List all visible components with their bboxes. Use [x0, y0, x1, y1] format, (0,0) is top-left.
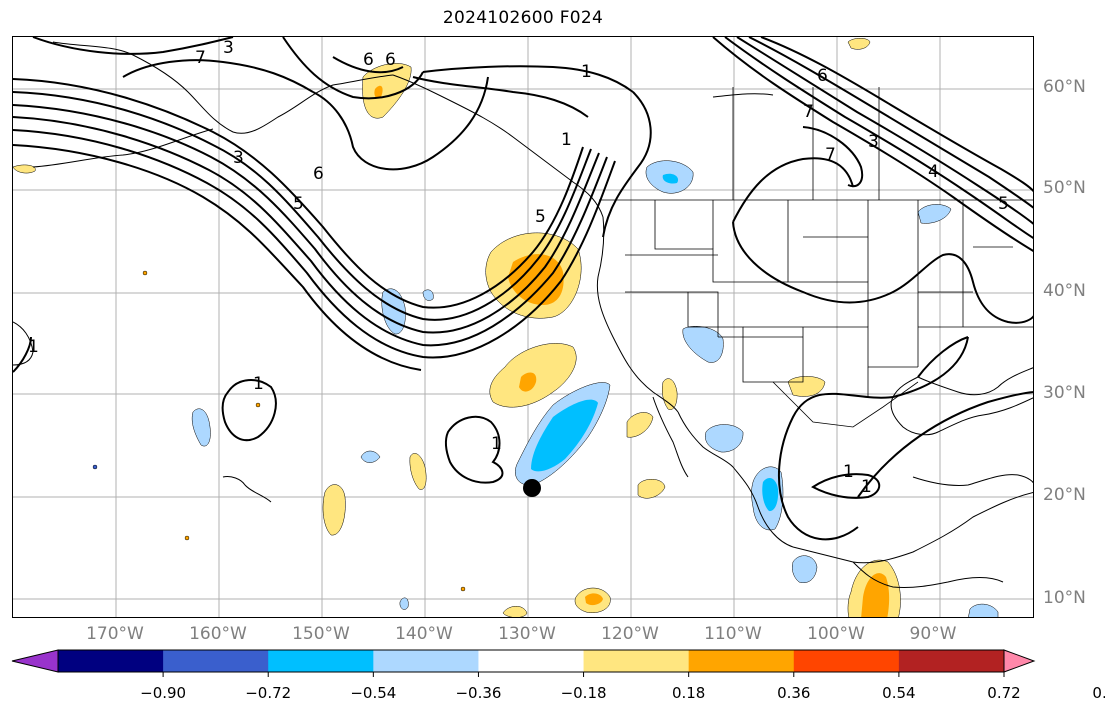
- contour-label: 1: [861, 477, 872, 497]
- contour-label: 4: [928, 162, 939, 182]
- contour-label: 5: [293, 194, 304, 214]
- contour-label: 6: [313, 164, 324, 184]
- contour-label: 7: [825, 145, 836, 165]
- lon-label: 100°W: [807, 624, 865, 644]
- colorbar-tick-label: 0.36: [777, 684, 811, 702]
- map-title: 2024102600 F024: [442, 8, 604, 28]
- contour-label: 5: [998, 194, 1009, 214]
- contour-label: 3: [233, 148, 244, 168]
- lat-label: 40°N: [1043, 281, 1086, 301]
- lon-label: 120°W: [601, 624, 659, 644]
- lon-label: 160°W: [189, 624, 247, 644]
- colorbar-segment: [583, 650, 690, 672]
- negative-anomaly-shading: [92, 160, 999, 617]
- contour-label: 3: [223, 38, 234, 58]
- contour-lines: [13, 37, 1033, 541]
- political-borders: [599, 87, 1033, 428]
- colorbar-extend-min: [11, 649, 59, 673]
- map-canvas: 3 6 7 6 5 1 6 3 4 5 3 6 7 5 1 1 1 7 1 1 …: [13, 37, 1033, 617]
- contour-label: 6: [363, 50, 374, 70]
- contour-label: 6: [385, 50, 396, 70]
- lon-label: 150°W: [292, 624, 350, 644]
- coastlines: [13, 41, 1033, 588]
- contour-label: 7: [195, 48, 206, 68]
- storm-center-marker: [523, 479, 541, 497]
- colorbar-segment: [478, 650, 585, 672]
- lon-label: 90°W: [909, 624, 957, 644]
- contour-label: 1: [561, 130, 572, 150]
- colorbar-tick-label: −0.90: [140, 684, 187, 702]
- contour-label: 6: [817, 66, 828, 86]
- lon-label: 140°W: [395, 624, 453, 644]
- contour-label-group: 3 6 7 6 5 1 6 3 4 5 3 6 7 5 1 1 1 7 1 1 …: [28, 38, 1009, 497]
- colorbar-tick-label: 0.72: [987, 684, 1021, 702]
- colorbar-tick-label: −0.72: [245, 684, 292, 702]
- contour-label: 3: [868, 132, 879, 152]
- colorbar-segment: [58, 650, 164, 672]
- colorbar-segment: [793, 650, 900, 672]
- colorbar-tick-label: 0.18: [671, 684, 706, 702]
- lat-label: 50°N: [1043, 178, 1086, 198]
- contour-label: 1: [28, 337, 39, 357]
- lon-label: 170°W: [86, 624, 144, 644]
- contour-label: 1: [843, 462, 854, 482]
- lat-label: 60°N: [1043, 77, 1086, 97]
- lon-label: 130°W: [498, 624, 556, 644]
- colorbar-segment: [688, 650, 795, 672]
- graticule: [13, 37, 1033, 617]
- colorbar-tick-label: 0.54: [882, 684, 916, 702]
- lat-label: 10°N: [1043, 588, 1086, 608]
- positive-anomaly-shading: [13, 38, 901, 617]
- contour-label: 7: [803, 102, 814, 122]
- lat-label: 30°N: [1043, 383, 1086, 403]
- colorbar-segment: [268, 650, 374, 672]
- map-panel: 3 6 7 6 5 1 6 3 4 5 3 6 7 5 1 1 1 7 1 1 …: [12, 36, 1034, 618]
- colorbar-tick-label: −0.54: [350, 684, 397, 702]
- contour-label: 5: [535, 207, 546, 227]
- colorbar-tick-label: 0.90: [1092, 684, 1105, 702]
- contour-label: 1: [581, 62, 592, 82]
- colorbar-segment: [163, 650, 269, 672]
- lat-label: 20°N: [1043, 485, 1086, 505]
- colorbar-segment: [898, 650, 1005, 672]
- contour-label: 1: [253, 374, 264, 394]
- contour-label: 1: [491, 434, 502, 454]
- colorbar-tick-label: −0.36: [455, 684, 502, 702]
- lon-label: 110°W: [704, 624, 762, 644]
- colorbar: [11, 649, 1036, 677]
- colorbar-extend-max: [1003, 649, 1036, 673]
- colorbar-tick-label: −0.18: [560, 684, 607, 702]
- colorbar-segment: [373, 650, 479, 672]
